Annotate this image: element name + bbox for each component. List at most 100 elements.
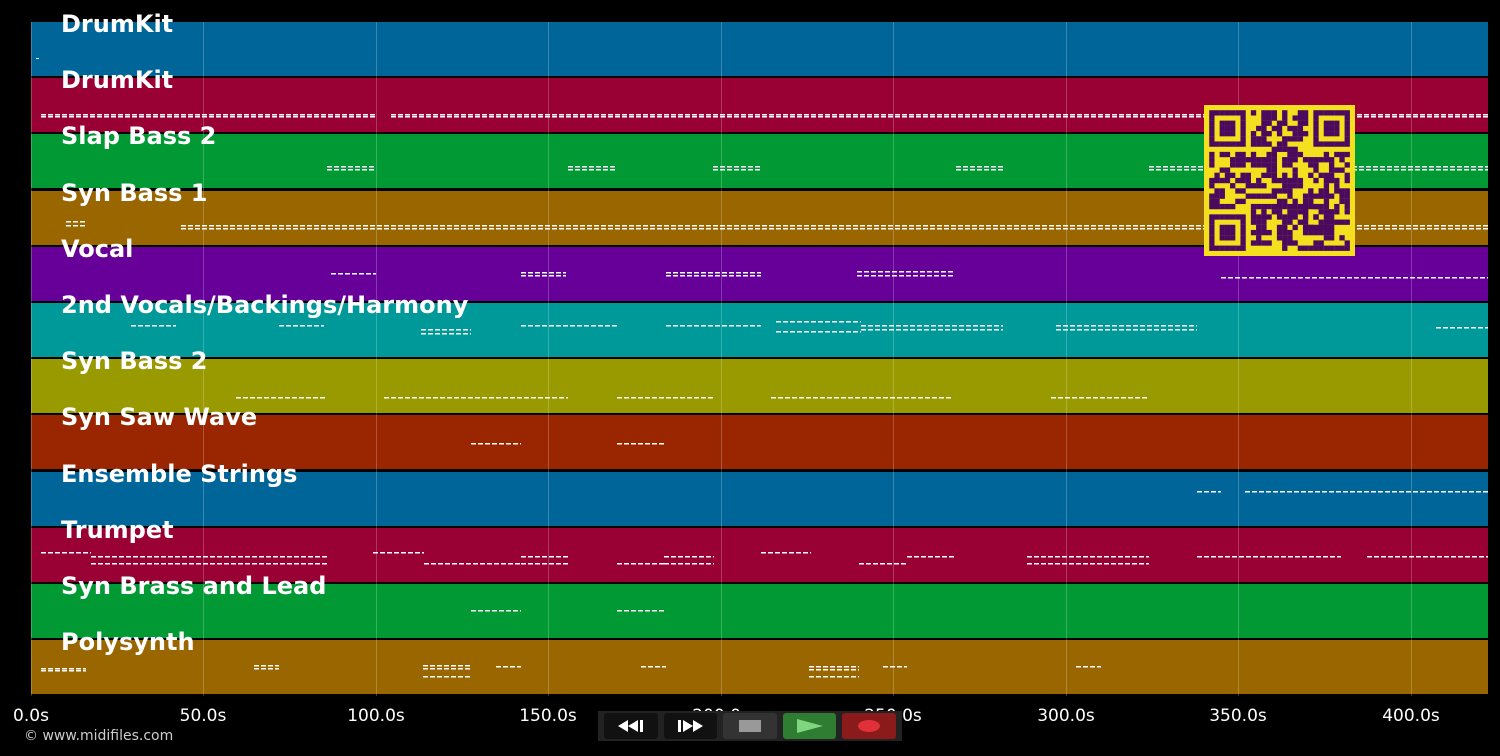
note	[1381, 555, 1386, 558]
note	[937, 116, 942, 118]
note	[1063, 116, 1068, 118]
note	[76, 670, 81, 672]
note	[1048, 555, 1053, 558]
track-row[interactable]: Polysynth	[31, 628, 1488, 695]
note	[1118, 562, 1123, 565]
note	[91, 555, 96, 558]
note	[832, 224, 837, 227]
note	[251, 116, 256, 118]
note	[1471, 166, 1476, 168]
note	[1483, 224, 1488, 227]
note	[1455, 227, 1460, 230]
note	[853, 224, 858, 227]
note	[659, 562, 664, 565]
note	[923, 114, 928, 116]
note	[694, 325, 699, 327]
note	[510, 224, 515, 227]
note	[601, 227, 606, 230]
note	[867, 114, 872, 116]
note	[1135, 397, 1140, 399]
note	[783, 331, 788, 333]
note	[338, 272, 343, 275]
gridline	[548, 22, 549, 696]
note	[699, 224, 704, 227]
play-button[interactable]	[782, 713, 837, 739]
record-button[interactable]	[842, 713, 896, 739]
note	[369, 166, 374, 168]
note	[860, 331, 861, 333]
note	[423, 676, 428, 678]
note	[1420, 224, 1425, 227]
note	[258, 114, 263, 116]
note	[1070, 325, 1075, 327]
note	[447, 116, 452, 118]
note	[456, 333, 461, 335]
note	[594, 116, 599, 118]
note	[250, 397, 255, 399]
note	[1027, 555, 1032, 558]
note	[1097, 562, 1102, 565]
copyright-text: © www.midifiles.com	[24, 728, 174, 744]
note	[258, 224, 263, 227]
note	[1388, 555, 1393, 558]
note	[1069, 555, 1074, 558]
note	[685, 555, 690, 558]
note	[300, 227, 305, 230]
note	[1133, 114, 1138, 116]
note	[694, 271, 699, 274]
note	[1154, 114, 1159, 116]
track-row[interactable]: Syn Bass 2	[31, 347, 1488, 414]
note	[844, 666, 849, 668]
note	[1147, 224, 1152, 227]
note	[494, 562, 499, 565]
note	[1392, 114, 1397, 116]
note	[818, 331, 823, 333]
note	[563, 562, 568, 565]
note	[147, 555, 152, 558]
note-events	[131, 321, 1488, 335]
note	[463, 333, 468, 335]
note	[1485, 327, 1488, 329]
note	[104, 116, 109, 118]
note	[1427, 116, 1432, 118]
note	[286, 224, 291, 227]
stop-button[interactable]	[723, 713, 777, 739]
track-row[interactable]: Ensemble Strings	[31, 460, 1488, 526]
note	[1161, 325, 1166, 327]
note	[1076, 666, 1081, 668]
note	[1462, 490, 1467, 493]
note	[937, 227, 942, 230]
note	[771, 397, 776, 399]
track-row[interactable]: Trumpet	[31, 516, 1488, 582]
note	[958, 114, 963, 116]
track-row[interactable]: Syn Brass and Lead	[31, 572, 1488, 638]
note	[313, 397, 318, 399]
track-area: DrumKit DrumKit Slap Bass 2 Syn Bass 1 Vocal…	[31, 10, 1488, 696]
note	[412, 397, 417, 399]
note	[1367, 555, 1372, 558]
time-tick-label: 100.0s	[347, 706, 405, 726]
note	[778, 397, 783, 399]
note	[1056, 114, 1061, 116]
note	[755, 166, 760, 168]
fast-forward-button[interactable]	[663, 713, 718, 739]
note	[435, 329, 440, 331]
note	[542, 555, 547, 558]
note	[701, 325, 706, 327]
track-row[interactable]: DrumKit	[31, 10, 1488, 76]
note	[671, 562, 676, 565]
track-row[interactable]: 2nd Vocals/Backings/Harmony	[31, 291, 1488, 357]
note	[790, 331, 795, 333]
rewind-button[interactable]	[604, 713, 658, 739]
note	[910, 325, 915, 327]
note	[736, 271, 741, 274]
note	[972, 227, 977, 230]
note	[356, 224, 361, 227]
note	[776, 224, 781, 227]
note	[556, 271, 561, 274]
note	[1429, 169, 1434, 171]
track-row[interactable]: Syn Saw Wave	[31, 403, 1488, 470]
note	[126, 562, 131, 565]
note	[913, 274, 918, 277]
note	[1204, 490, 1209, 493]
